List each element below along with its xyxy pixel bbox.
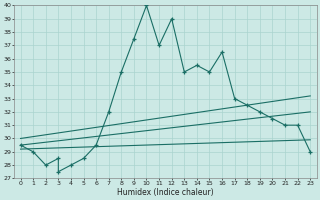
X-axis label: Humidex (Indice chaleur): Humidex (Indice chaleur) — [117, 188, 214, 197]
